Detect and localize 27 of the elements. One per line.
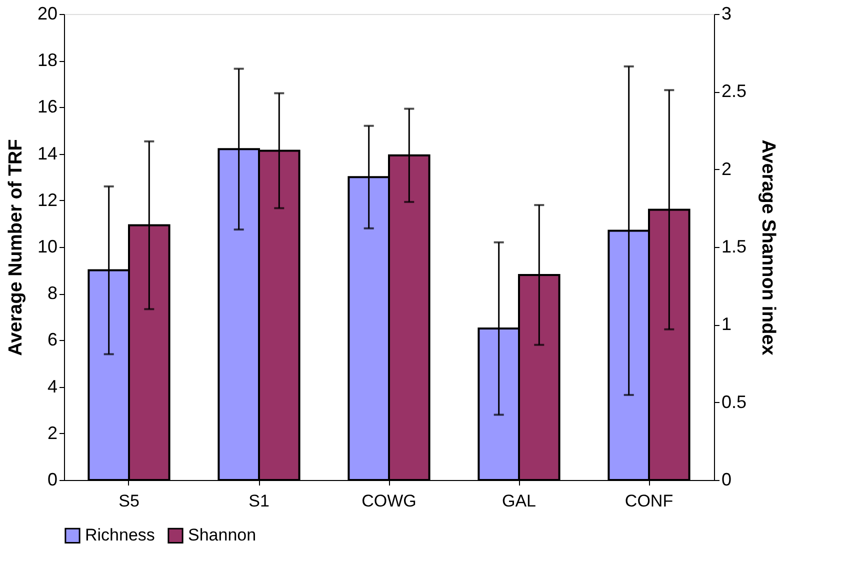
y-tick-label: 20 [37, 4, 58, 24]
y-tick-label: 18 [37, 50, 58, 70]
y2-tick-label: 1 [722, 314, 732, 334]
legend-label: Richness [85, 526, 155, 545]
x-tick-label: GAL [502, 492, 536, 510]
y-tick-label: 16 [37, 96, 58, 117]
x-tick-label: CONF [624, 492, 674, 510]
y2-tick-label: 0.5 [722, 392, 747, 412]
y-tick-label: 0 [47, 470, 58, 490]
y2-tick-label: 1.5 [722, 236, 747, 256]
y2-tick-label: 0 [722, 470, 732, 490]
y-axis-title: Average Number of TRF [5, 139, 26, 356]
y-tick-label: 4 [47, 376, 58, 396]
legend-label: Shannon [188, 526, 256, 545]
y-tick-label: 14 [37, 143, 58, 164]
y2-tick-label: 2.5 [722, 81, 747, 102]
y-tick-label: 6 [47, 330, 58, 350]
y-tick-label: 12 [37, 190, 58, 210]
y2-tick-label: 3 [722, 4, 732, 24]
x-tick-label: S1 [248, 492, 270, 510]
y-tick-label: 10 [37, 236, 58, 256]
y-tick-label: 8 [47, 283, 58, 304]
y-tick-label: 2 [47, 422, 58, 443]
y2-tick-label: 2 [722, 158, 732, 179]
x-tick-label: S5 [118, 492, 140, 510]
x-tick-label: COWG [362, 492, 416, 510]
y2-axis-title: Average Shannon index [758, 140, 779, 356]
